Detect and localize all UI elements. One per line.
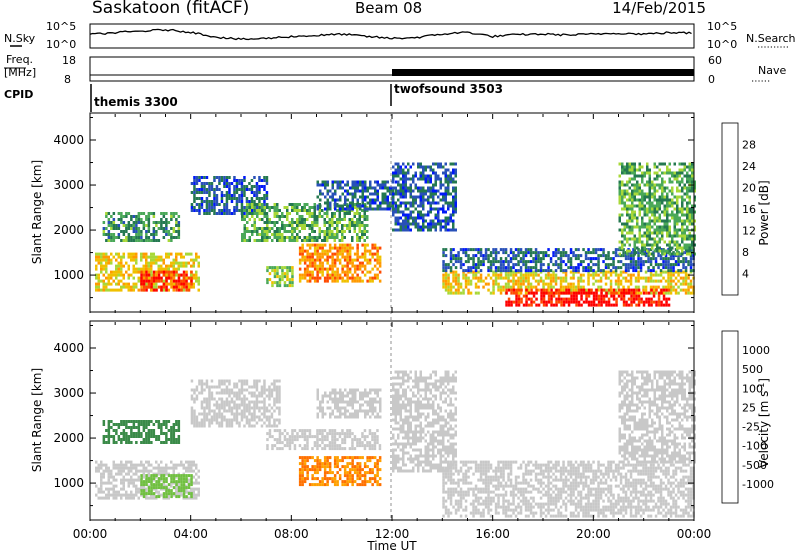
power-heatmap xyxy=(95,163,696,307)
beam-label: Beam 08 xyxy=(355,0,422,17)
y-tick-label: 2000 xyxy=(53,431,84,445)
noise-panel-frame xyxy=(90,24,694,48)
freq-label-line1: Freq. xyxy=(6,53,33,66)
nave-right-tick-high: 60 xyxy=(708,54,722,67)
colorbar-tick-label: 1000 xyxy=(742,344,770,357)
velocity-colorbar-label: Velocity [m s-1] xyxy=(757,378,771,468)
cpid-label: CPID xyxy=(4,88,33,101)
y-tick-label: 3000 xyxy=(53,178,84,192)
colorbar-tick-label: 28 xyxy=(742,139,756,152)
x-tick-label: 16:00 xyxy=(475,527,510,541)
noise-right-tick-low: 10^0 xyxy=(707,38,737,51)
cpid-mode-1-name: themis 3300 xyxy=(94,95,178,109)
x-axis-label: Time UT xyxy=(366,539,417,553)
freq-left-tick-high: 18 xyxy=(62,54,76,67)
plot-title: Saskatoon (fitACF) xyxy=(92,0,249,18)
colorbar-tick-label: 16 xyxy=(742,203,756,216)
date-label: 14/Feb/2015 xyxy=(612,0,706,17)
colorbar-tick-label: 8 xyxy=(742,246,749,259)
y-tick-label: 1000 xyxy=(53,476,84,490)
freq-left-tick-low: 8 xyxy=(64,73,71,86)
x-tick-label: 04:00 xyxy=(173,527,208,541)
nave-right-tick-low: 0 xyxy=(708,73,715,86)
colorbar-tick-label: 500 xyxy=(742,363,763,376)
x-tick-label: 00:00 xyxy=(677,527,712,541)
noise-left-tick-low: 10^0 xyxy=(46,38,76,51)
colorbar-tick-label: 4 xyxy=(742,268,749,281)
velocity-ylabel: Slant Range [km] xyxy=(30,368,44,472)
noise-sky-label: N.Sky xyxy=(4,32,36,45)
noise-search-label: N.Search xyxy=(746,32,796,45)
y-tick-label: 4000 xyxy=(53,133,84,147)
noise-right-tick-high: 10^5 xyxy=(707,20,737,33)
y-tick-label: 4000 xyxy=(53,341,84,355)
y-tick-label: 3000 xyxy=(53,386,84,400)
x-tick-label: 00:00 xyxy=(73,527,108,541)
freq-nave-trace xyxy=(90,69,694,76)
x-tick-label: 08:00 xyxy=(274,527,309,541)
power-colorbar: 28 24 20 16 12 8 4 xyxy=(722,123,756,295)
colorbar-tick-label: 24 xyxy=(742,160,756,173)
colorbar-tick-label: -1000 xyxy=(742,478,774,491)
power-colorbar-label: Power [dB] xyxy=(757,180,771,245)
cpid-mode-2-name: twofsound 3503 xyxy=(394,82,503,96)
velocity-heatmap xyxy=(95,371,696,518)
y-tick-label: 2000 xyxy=(53,223,84,237)
colorbar-tick-label: 12 xyxy=(742,225,756,238)
colorbar-tick-label: 20 xyxy=(742,182,756,195)
nave-label: Nave xyxy=(758,64,786,77)
noise-trace xyxy=(90,29,692,39)
y-tick-label: 1000 xyxy=(53,268,84,282)
colorbar-tick-label: 25 xyxy=(742,401,756,414)
x-tick-label: 20:00 xyxy=(576,527,611,541)
power-ylabel: Slant Range [km] xyxy=(30,160,44,264)
noise-left-tick-high: 10^5 xyxy=(46,20,76,33)
